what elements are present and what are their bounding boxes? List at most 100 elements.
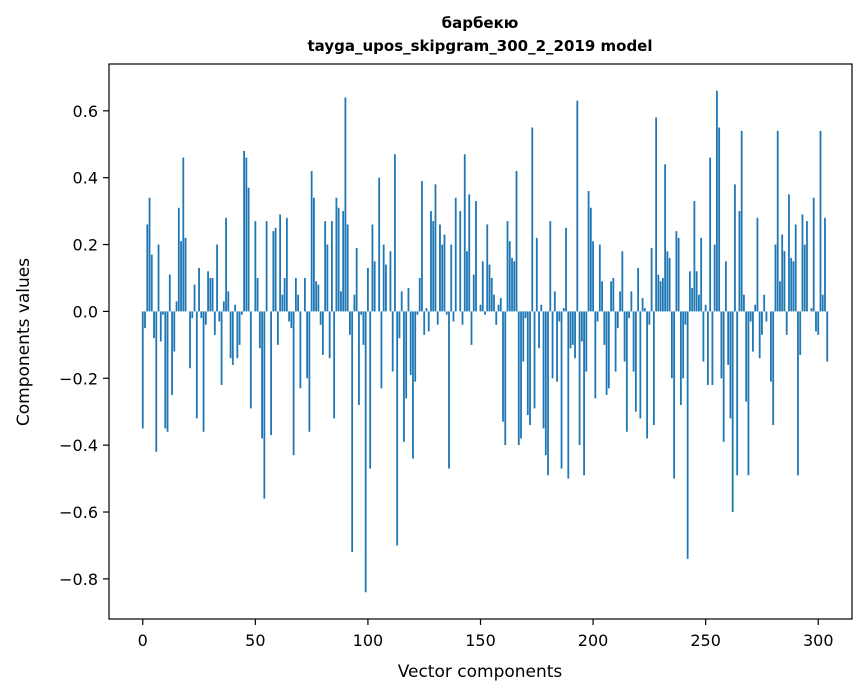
bar — [563, 308, 565, 311]
bar — [223, 301, 225, 311]
bar — [295, 278, 297, 311]
bar — [775, 245, 777, 312]
bar — [673, 311, 675, 478]
bar — [619, 291, 621, 311]
bar — [261, 311, 263, 438]
y-tick-label: 0.6 — [73, 102, 98, 121]
bar — [241, 311, 243, 314]
bar — [603, 311, 605, 344]
bar — [243, 151, 245, 311]
bar — [721, 311, 723, 378]
bar — [495, 311, 497, 324]
bar — [545, 311, 547, 455]
bar — [693, 201, 695, 311]
bar — [741, 131, 743, 312]
bar — [365, 311, 367, 592]
bar — [644, 308, 646, 311]
bar — [628, 311, 630, 318]
bar — [646, 311, 648, 438]
x-tick-label: 250 — [690, 631, 721, 650]
bar — [648, 311, 650, 324]
bar — [297, 295, 299, 312]
bar — [381, 311, 383, 388]
bar — [531, 128, 533, 312]
bar — [761, 311, 763, 334]
bar — [480, 305, 482, 312]
bar — [248, 188, 250, 312]
bar — [306, 311, 308, 378]
bar — [351, 311, 353, 552]
x-tick-label: 200 — [578, 631, 609, 650]
bar — [500, 298, 502, 311]
bar — [311, 171, 313, 311]
bar — [324, 221, 326, 311]
bar — [795, 224, 797, 311]
bar — [759, 311, 761, 358]
bar — [637, 268, 639, 311]
bar — [182, 158, 184, 312]
bar — [815, 311, 817, 331]
bar — [752, 311, 754, 351]
bar — [576, 101, 578, 312]
bar — [558, 311, 560, 321]
bar — [507, 221, 509, 311]
bar — [522, 311, 524, 361]
bar — [218, 311, 220, 321]
bar — [534, 311, 536, 408]
bar — [655, 117, 657, 311]
bar — [516, 171, 518, 311]
bar — [723, 311, 725, 441]
bar — [167, 311, 169, 431]
x-tick-label: 150 — [465, 631, 496, 650]
bar — [198, 268, 200, 311]
bar — [205, 311, 207, 324]
bar — [651, 248, 653, 312]
bar — [270, 311, 272, 435]
bar — [599, 245, 601, 312]
bar — [212, 278, 214, 311]
bar — [347, 224, 349, 311]
bar — [552, 311, 554, 378]
bar — [493, 295, 495, 312]
chart-title: барбекю — [442, 14, 519, 32]
bar — [525, 311, 527, 318]
bar — [336, 198, 338, 312]
bar — [266, 221, 268, 311]
bar — [196, 311, 198, 418]
bar — [824, 218, 826, 312]
bar — [610, 281, 612, 311]
bar — [653, 311, 655, 425]
bar — [633, 311, 635, 371]
bar — [333, 311, 335, 418]
bar — [482, 261, 484, 311]
bar — [394, 154, 396, 311]
bar — [320, 311, 322, 324]
bar — [171, 311, 173, 395]
bar — [594, 311, 596, 398]
bar — [142, 311, 144, 428]
bar — [703, 311, 705, 361]
bar — [567, 311, 569, 478]
bar — [221, 311, 223, 385]
bar — [615, 311, 617, 371]
bar — [162, 311, 164, 314]
bar — [245, 158, 247, 312]
bar — [664, 164, 666, 311]
bar — [736, 311, 738, 475]
bar — [739, 211, 741, 311]
bar — [259, 311, 261, 348]
bar — [408, 288, 410, 311]
y-tick-label: 0.2 — [73, 236, 98, 255]
bar — [185, 238, 187, 312]
bar — [779, 281, 781, 311]
bar — [180, 241, 182, 311]
bar — [608, 311, 610, 388]
bar — [572, 311, 574, 344]
bar — [459, 211, 461, 311]
bar — [680, 311, 682, 405]
bar — [766, 311, 768, 321]
bar — [639, 311, 641, 418]
bar — [153, 311, 155, 338]
bar — [331, 221, 333, 311]
